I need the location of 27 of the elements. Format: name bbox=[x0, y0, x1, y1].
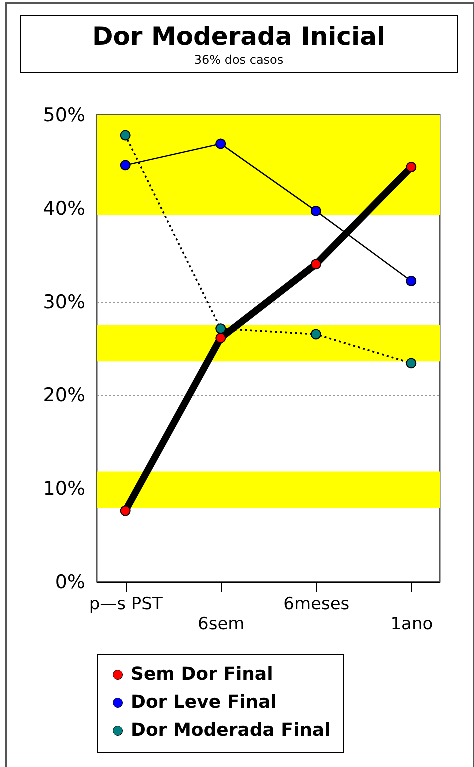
y-tick-label: 10% bbox=[43, 478, 86, 500]
point bbox=[216, 138, 226, 150]
legend-label: Dor Leve Final bbox=[131, 692, 277, 713]
y-tick-label: 0% bbox=[55, 572, 86, 594]
point bbox=[120, 506, 131, 516]
point bbox=[406, 162, 417, 173]
point bbox=[406, 276, 417, 286]
legend-label: Dor Moderada Final bbox=[131, 720, 331, 741]
y-tick-label: 20% bbox=[43, 384, 86, 407]
point bbox=[310, 259, 322, 270]
x-tick-label: 6sem bbox=[198, 614, 245, 634]
point bbox=[310, 329, 322, 340]
chart-subtitle: 36% dos casos bbox=[193, 53, 285, 67]
y-tick-label: 50% bbox=[43, 104, 86, 126]
point bbox=[406, 358, 417, 369]
legend-label: Sem Dor Final bbox=[131, 664, 274, 685]
point bbox=[216, 324, 226, 334]
x-tick-label: 1ano bbox=[390, 614, 434, 634]
x-tick-label: 6meses bbox=[284, 594, 350, 614]
point bbox=[310, 206, 322, 216]
point bbox=[216, 332, 226, 344]
x-tick-label: p—s PST bbox=[89, 594, 164, 614]
point bbox=[120, 160, 131, 171]
y-tick-label: 30% bbox=[43, 291, 86, 314]
chart-title: Dor Moderada Inicial bbox=[91, 22, 387, 51]
y-tick-label: 40% bbox=[43, 198, 86, 220]
point bbox=[120, 130, 131, 141]
